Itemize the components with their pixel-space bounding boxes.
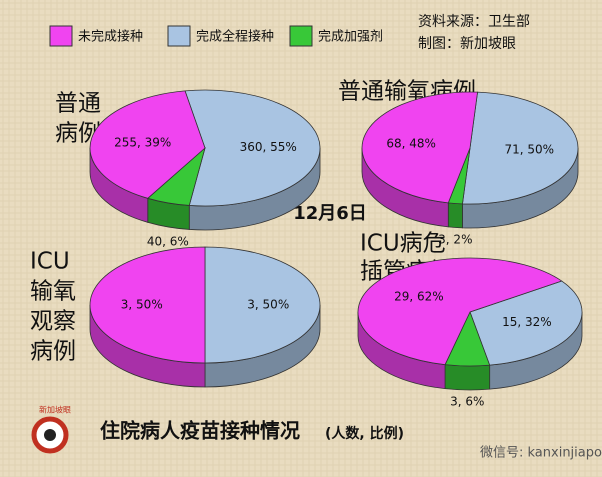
legend-label: 未完成接种 xyxy=(78,29,143,45)
pie-slice xyxy=(469,280,583,366)
pie-slice xyxy=(184,89,321,207)
pie-slice xyxy=(89,90,206,199)
value-label: 3, 6% xyxy=(450,395,484,409)
pie-title: 输氧 xyxy=(30,279,76,305)
value-label: 68, 48% xyxy=(386,137,436,151)
pie-slice xyxy=(204,246,321,364)
logo-text: 新加坡眼 xyxy=(39,405,71,415)
footer-unit: (人数, 比例) xyxy=(325,425,404,442)
pie-slice xyxy=(462,91,579,205)
value-label: 3, 50% xyxy=(247,298,289,312)
value-label: 15, 32% xyxy=(502,315,552,329)
source: 资料来源：卫生部 xyxy=(418,14,530,30)
value-label: 29, 62% xyxy=(394,289,444,303)
legend-swatch xyxy=(289,25,313,47)
legend-swatch xyxy=(167,25,191,47)
value-label: 3, 2% xyxy=(438,233,472,247)
pie-slice xyxy=(361,91,478,204)
pie-title: 病例 xyxy=(30,339,76,365)
pie-title: 普通 xyxy=(55,91,101,117)
date: 12月6日 xyxy=(293,203,367,224)
value-label: 3, 50% xyxy=(121,298,163,312)
logo: 新加坡眼 xyxy=(31,405,71,454)
pie-title: 观察 xyxy=(30,309,76,335)
watermark: 微信号: kanxinjiapo xyxy=(480,446,602,461)
value-label: 71, 50% xyxy=(504,142,554,156)
pie-slice xyxy=(357,257,563,366)
pie-side xyxy=(447,202,463,229)
legend-label: 完成全程接种 xyxy=(196,29,274,45)
pie-side xyxy=(444,364,491,391)
pie-title: ICU xyxy=(30,249,70,275)
pie-slice xyxy=(89,246,206,364)
value-label: 255, 39% xyxy=(114,136,171,150)
value-label: 40, 6% xyxy=(147,235,189,249)
credit: 制图：新加坡眼 xyxy=(418,36,516,52)
pie-title: ICU病危 xyxy=(360,231,446,257)
footer-title: 住院病人疫苗接种情况 xyxy=(100,419,300,443)
legend-label: 完成加强剂 xyxy=(318,30,383,45)
legend-swatch xyxy=(49,25,73,47)
value-label: 360, 55% xyxy=(240,140,297,154)
